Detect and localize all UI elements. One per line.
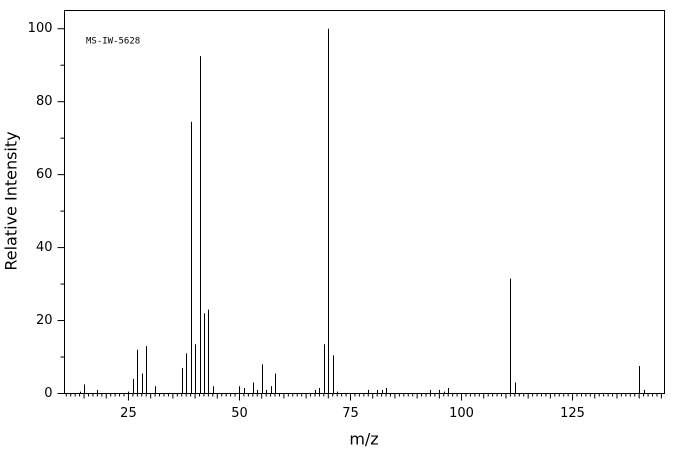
x-axis-label: m/z — [349, 430, 378, 449]
y-tick-label: 20 — [36, 313, 53, 328]
y-axis-label: Relative Intensity — [2, 131, 21, 270]
x-tick-label: 50 — [231, 406, 248, 421]
x-tick-label: 75 — [342, 406, 359, 421]
y-tick-label: 80 — [36, 94, 53, 109]
y-tick-label: 0 — [44, 386, 52, 401]
x-tick-label: 100 — [449, 406, 474, 421]
annotation: MS-IW-5628 — [86, 37, 140, 47]
y-tick-label: 100 — [28, 21, 53, 36]
y-tick-label: 40 — [36, 240, 53, 255]
plot-frame — [64, 10, 665, 394]
x-tick-label: 25 — [120, 406, 137, 421]
x-tick-label: 125 — [560, 406, 585, 421]
y-tick-label: 60 — [36, 167, 53, 182]
